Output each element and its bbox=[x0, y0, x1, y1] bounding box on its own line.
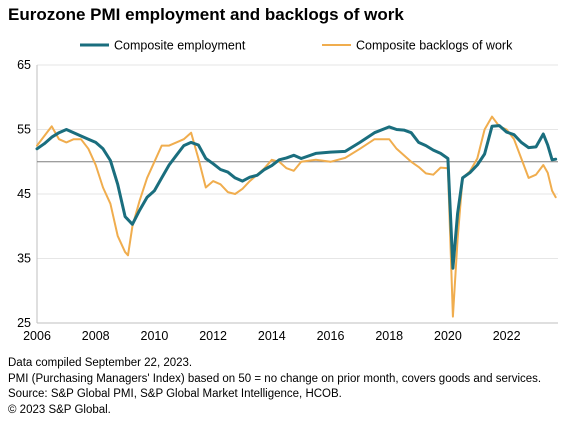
line-chart: Composite employment Composite backlogs … bbox=[17, 39, 558, 343]
footnote-copyright: © 2023 S&P Global. bbox=[8, 403, 111, 416]
series-line-composite-backlogs bbox=[36, 115, 557, 318]
legend-label-backlogs: Composite backlogs of work bbox=[356, 39, 513, 53]
y-tick-label: 55 bbox=[17, 123, 31, 137]
y-tick-label: 45 bbox=[17, 187, 31, 201]
y-tick-label: 65 bbox=[17, 58, 31, 72]
x-tick-label: 2016 bbox=[317, 329, 345, 343]
y-axis: 25 35 45 55 65 bbox=[17, 58, 38, 330]
x-tick-label: 2014 bbox=[258, 329, 286, 343]
x-tick-label: 2006 bbox=[23, 329, 51, 343]
x-axis: 2006 2008 2010 2012 2014 2016 2018 2020 2022 bbox=[23, 322, 558, 343]
x-tick-label: 2020 bbox=[434, 329, 462, 343]
y-tick-label: 35 bbox=[17, 252, 31, 266]
y-tick-label: 25 bbox=[17, 316, 31, 330]
footnote-definition: PMI (Purchasing Managers' Index) based o… bbox=[8, 372, 542, 385]
footnote-source: Source: S&P Global PMI, S&P Global Marke… bbox=[8, 388, 342, 401]
series-lines bbox=[35, 115, 558, 318]
series-line-composite-employment bbox=[35, 124, 558, 270]
legend-label-employment: Composite employment bbox=[114, 39, 246, 53]
x-tick-label: 2018 bbox=[375, 329, 403, 343]
footnote-date: Data compiled September 22, 2023. bbox=[8, 357, 193, 369]
x-tick-label: 2008 bbox=[82, 329, 110, 343]
x-tick-label: 2022 bbox=[493, 329, 521, 343]
gridlines bbox=[37, 64, 558, 259]
footnotes: Data compiled September 22, 2023. PMI (P… bbox=[8, 356, 541, 418]
x-tick-label: 2012 bbox=[199, 329, 227, 343]
x-tick-label: 2010 bbox=[141, 329, 169, 343]
chart-title: Eurozone PMI employment and backlogs of … bbox=[8, 5, 404, 24]
legend: Composite employment Composite backlogs … bbox=[80, 39, 513, 53]
